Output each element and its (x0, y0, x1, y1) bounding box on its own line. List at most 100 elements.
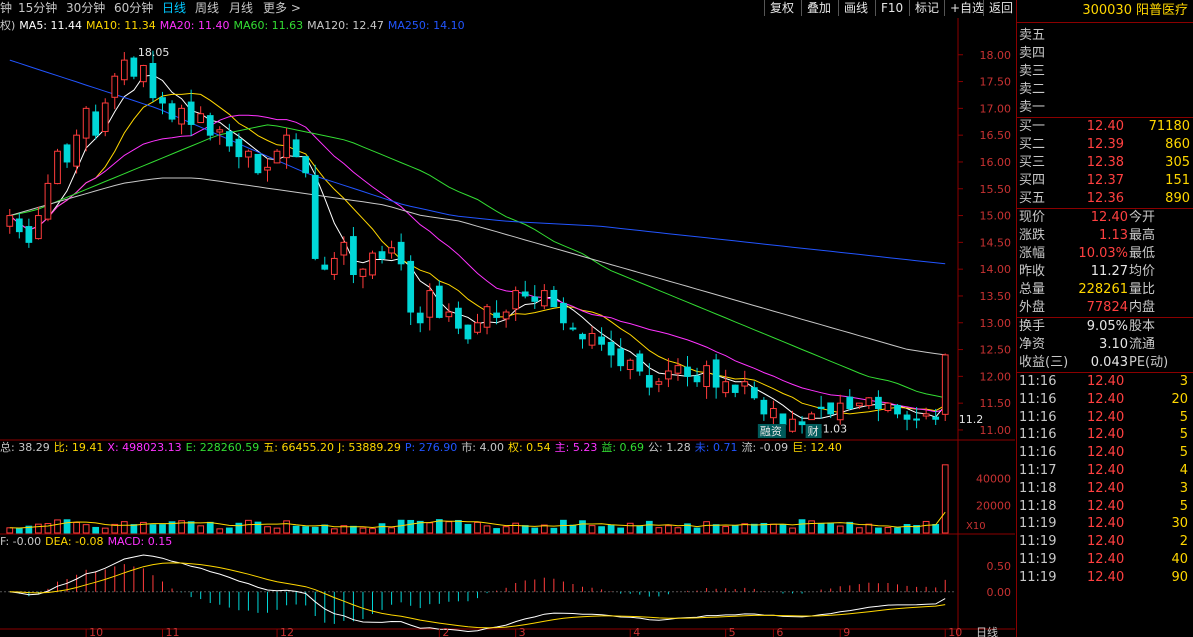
period-tab-0[interactable]: 钟 (0, 1, 13, 15)
candle-body[interactable] (502, 311, 510, 320)
candle-body[interactable] (197, 113, 205, 124)
candle-body[interactable] (273, 150, 281, 164)
candle-body[interactable] (416, 312, 424, 324)
candle-body[interactable] (369, 252, 376, 276)
candle-body[interactable] (894, 404, 901, 415)
period-tab-2[interactable]: 30分钟 (66, 1, 106, 15)
candle-body[interactable] (25, 226, 33, 243)
candle-body[interactable] (350, 236, 357, 276)
candle-body[interactable] (674, 365, 682, 374)
candle-body[interactable] (789, 418, 796, 432)
candle-body[interactable] (464, 324, 472, 340)
candle-body[interactable] (922, 413, 930, 417)
candle-body[interactable] (378, 251, 386, 259)
candle-body[interactable] (54, 150, 61, 185)
candle-body[interactable] (865, 397, 873, 406)
candle-body[interactable] (292, 139, 300, 158)
candle-body[interactable] (426, 290, 434, 318)
candle-body[interactable] (617, 348, 625, 367)
candle-body[interactable] (693, 375, 701, 383)
candle-body[interactable] (741, 381, 749, 387)
candle-body[interactable] (560, 302, 567, 324)
toolbar-button-5[interactable]: +自选 (944, 0, 989, 16)
candle-body[interactable] (73, 134, 80, 167)
candle-body[interactable] (665, 370, 672, 380)
candle-body[interactable] (875, 396, 882, 410)
candle-body[interactable] (712, 359, 720, 388)
period-tab-7[interactable]: 更多 > (263, 1, 301, 15)
toolbar-button-6[interactable]: 返回 (983, 0, 1018, 16)
period-tab-3[interactable]: 60分钟 (114, 1, 154, 15)
toolbar-button-1[interactable]: 叠加 (801, 0, 836, 16)
candle-body[interactable] (493, 312, 500, 318)
candle-body[interactable] (779, 413, 787, 426)
candle-body[interactable] (159, 97, 166, 104)
candle-body[interactable] (435, 285, 443, 318)
candle-body[interactable] (455, 307, 462, 329)
candle-body[interactable] (798, 421, 806, 426)
candle-body[interactable] (512, 290, 520, 310)
candle-body[interactable] (855, 402, 863, 407)
candle-body[interactable] (206, 115, 214, 136)
candle-body[interactable] (63, 144, 71, 163)
candle-body[interactable] (903, 414, 911, 420)
candle-body[interactable] (483, 306, 491, 328)
candle-body[interactable] (92, 111, 100, 136)
candle-body[interactable] (235, 138, 243, 158)
kline-chart[interactable]: 18.00 17.50 17.00 16.50 16.00 15.50 15.00 14.50… (0, 18, 1015, 637)
candle-body[interactable] (140, 64, 147, 83)
candle-body[interactable] (340, 241, 348, 256)
candle-body[interactable] (607, 341, 615, 356)
candle-body[interactable] (731, 384, 739, 393)
candle-body[interactable] (569, 327, 577, 330)
candle-body[interactable] (388, 247, 395, 254)
candle-body[interactable] (750, 387, 758, 399)
candle-body[interactable] (35, 215, 42, 240)
candle-body[interactable] (264, 166, 271, 171)
candle-body[interactable] (846, 396, 854, 410)
candle-body[interactable] (808, 413, 815, 421)
period-tab-4[interactable]: 日线 (162, 1, 187, 15)
candle-body[interactable] (225, 131, 233, 147)
candle-body[interactable] (6, 215, 14, 227)
candle-body[interactable] (149, 63, 157, 99)
candle-body[interactable] (216, 129, 224, 133)
candle-body[interactable] (645, 375, 653, 388)
candle-body[interactable] (82, 107, 90, 139)
candle-body[interactable] (15, 218, 23, 233)
toolbar-button-0[interactable]: 复权 (764, 0, 799, 16)
candle-body[interactable] (302, 156, 310, 174)
candle-body[interactable] (550, 289, 558, 308)
candle-body[interactable] (760, 399, 768, 415)
candle-body[interactable] (827, 402, 835, 415)
candle-body[interactable] (540, 290, 548, 307)
candle-body[interactable] (722, 381, 730, 394)
event-marker[interactable]: 财 (808, 424, 819, 438)
candle-body[interactable] (913, 418, 920, 421)
candle-body[interactable] (684, 366, 691, 377)
candle-body[interactable] (330, 257, 338, 275)
candle-body[interactable] (130, 57, 138, 77)
candle-body[interactable] (407, 260, 415, 313)
candle-body[interactable] (588, 332, 596, 346)
candle-body[interactable] (44, 182, 52, 220)
candle-body[interactable] (531, 296, 539, 302)
candle-body[interactable] (521, 291, 529, 297)
toolbar-button-2[interactable]: 画线 (838, 0, 873, 16)
candle-body[interactable] (254, 153, 262, 174)
bottom-period-label[interactable]: 日线 (976, 625, 998, 637)
event-marker[interactable]: 融资 (760, 425, 782, 438)
period-tab-5[interactable]: 周线 (195, 1, 220, 15)
candle-body[interactable] (120, 59, 128, 81)
toolbar-button-3[interactable]: F10 (875, 0, 908, 16)
candle-body[interactable] (941, 354, 949, 415)
candle-body[interactable] (836, 402, 844, 421)
candle-body[interactable] (817, 406, 825, 410)
candle-body[interactable] (579, 333, 586, 340)
candle-body[interactable] (445, 311, 453, 318)
candle-body[interactable] (311, 174, 319, 259)
candle-body[interactable] (474, 322, 481, 333)
candle-body[interactable] (111, 75, 119, 98)
candle-body[interactable] (359, 268, 367, 277)
candle-body[interactable] (397, 241, 405, 265)
